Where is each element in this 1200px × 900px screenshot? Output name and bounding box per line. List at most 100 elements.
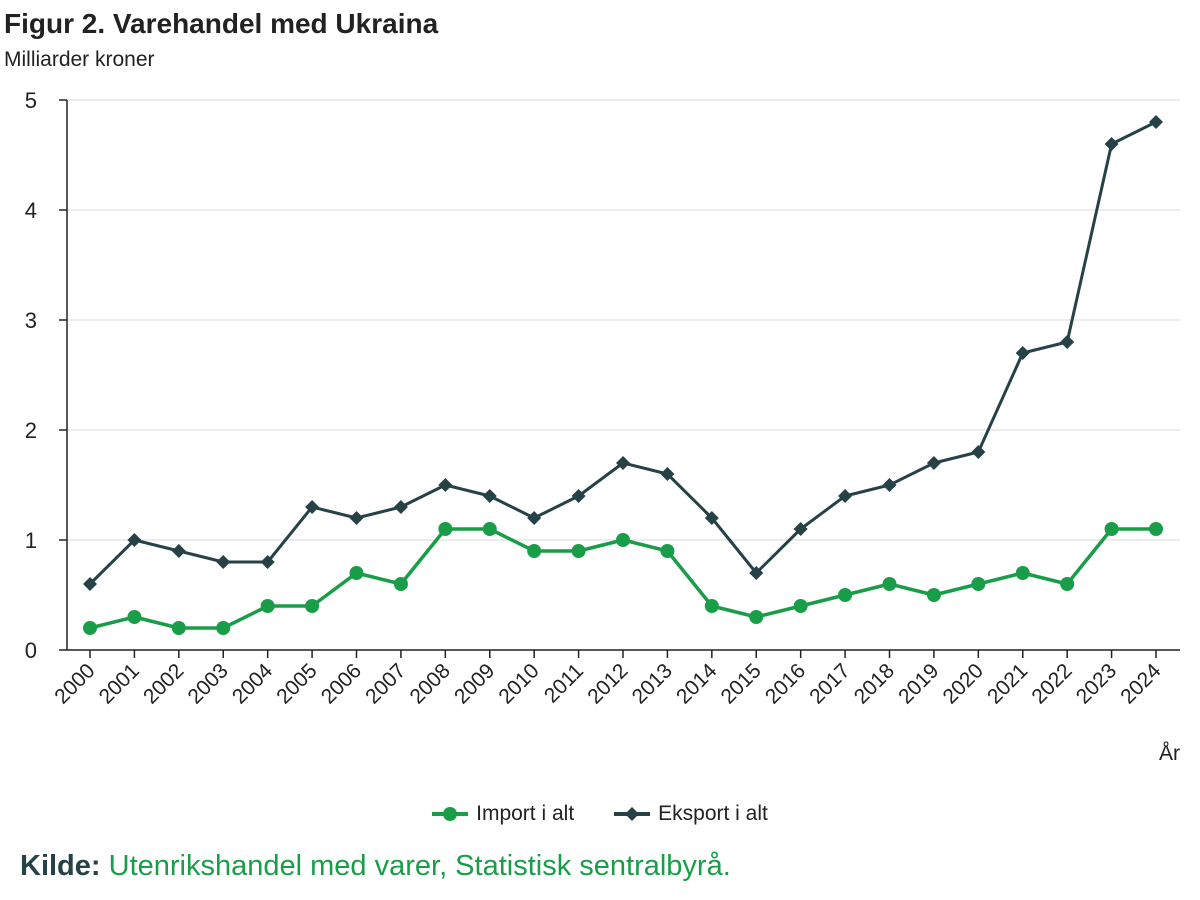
y-tick-label: 1 — [25, 528, 37, 553]
data-point — [882, 478, 897, 492]
x-tick-label: 2021 — [983, 659, 1032, 708]
x-tick-label: 2017 — [805, 659, 854, 708]
circle-marker-icon — [432, 807, 469, 821]
data-point — [216, 555, 231, 569]
x-tick-label: 2012 — [583, 659, 632, 708]
data-point — [260, 599, 275, 613]
series-import — [83, 522, 1163, 635]
data-point — [793, 522, 808, 536]
data-point — [216, 621, 231, 635]
data-point — [482, 489, 497, 503]
data-point — [838, 588, 853, 602]
x-tick-label: 2006 — [317, 659, 366, 708]
data-point — [926, 588, 941, 602]
data-point — [1060, 335, 1075, 349]
data-point — [616, 533, 630, 547]
data-point — [660, 544, 675, 558]
data-point — [749, 610, 764, 624]
data-point — [571, 489, 586, 503]
legend-label-eksport: Eksport i alt — [658, 802, 768, 825]
x-tick-label: 2000 — [50, 659, 99, 708]
gridlines — [67, 99, 1180, 541]
data-point — [305, 599, 320, 613]
data-point — [305, 500, 320, 514]
data-point — [1149, 115, 1163, 129]
data-point — [882, 577, 897, 591]
x-tick-label: 2022 — [1027, 659, 1076, 708]
line-chart: 0123452000200120022003200420052006200720… — [25, 88, 1180, 765]
y-tick-label: 0 — [25, 638, 37, 663]
data-point — [1104, 137, 1119, 151]
x-tick-label: 2002 — [139, 659, 188, 708]
data-point — [260, 555, 275, 569]
x-tick-label: 2003 — [183, 659, 232, 708]
x-tick-label: 2009 — [450, 659, 499, 708]
x-tick-label: 2005 — [272, 659, 321, 708]
data-point — [83, 577, 97, 591]
data-point — [83, 621, 97, 635]
x-tick-label: 2004 — [228, 659, 278, 709]
data-point — [971, 445, 986, 459]
data-point — [1104, 522, 1119, 536]
y-tick-label: 2 — [25, 418, 37, 443]
data-point — [171, 544, 186, 558]
data-point — [704, 511, 719, 525]
data-point — [1015, 346, 1030, 360]
data-point — [438, 522, 453, 536]
x-tick-label: 2024 — [1116, 659, 1166, 709]
x-tick-label: 2011 — [540, 659, 588, 707]
data-point — [971, 577, 986, 591]
x-tick-label: 2019 — [894, 659, 943, 708]
x-tick-label: 2023 — [1072, 659, 1121, 708]
data-point — [393, 500, 408, 514]
data-point — [1015, 566, 1030, 580]
data-point — [438, 478, 453, 492]
x-tick-label: 2010 — [494, 659, 543, 708]
source-link[interactable]: Utenrikshandel med varer, Statistisk sen… — [108, 850, 731, 882]
series-line — [88, 120, 1157, 586]
source-note: Kilde: Utenrikshandel med varer, Statist… — [20, 850, 731, 883]
data-point — [926, 456, 941, 470]
y-tick-label: 5 — [25, 88, 37, 113]
data-point — [127, 610, 142, 624]
series-layer — [83, 115, 1163, 635]
data-point — [127, 533, 142, 547]
x-tick-label: 2013 — [628, 659, 677, 708]
legend: Import i alt Eksport i alt — [0, 802, 1200, 826]
y-tick-label: 3 — [25, 308, 37, 333]
legend-item-eksport[interactable]: Eksport i alt — [614, 802, 768, 826]
x-tick-label: 2020 — [939, 659, 988, 708]
data-point — [349, 566, 364, 580]
data-point — [527, 511, 542, 525]
data-point — [660, 467, 675, 481]
legend-item-import[interactable]: Import i alt — [432, 802, 574, 826]
source-label: Kilde: — [20, 850, 101, 882]
data-point — [1060, 577, 1075, 591]
data-point — [527, 544, 542, 558]
data-point — [749, 566, 764, 580]
data-point — [616, 456, 630, 470]
data-point — [482, 522, 497, 536]
series-eksport — [83, 115, 1163, 591]
x-tick-label: 2015 — [716, 659, 765, 708]
data-point — [704, 599, 719, 613]
data-point — [1149, 522, 1163, 536]
x-tick-label: 2018 — [850, 659, 899, 708]
diamond-marker-icon — [614, 807, 651, 821]
data-point — [571, 544, 586, 558]
x-tick-label: 2014 — [672, 659, 722, 709]
data-point — [171, 621, 186, 635]
y-axis-unit-label: Milliarder kroner — [4, 48, 155, 71]
data-point — [838, 489, 853, 503]
data-point — [793, 599, 808, 613]
x-tick-label: 2007 — [361, 659, 410, 708]
data-point — [349, 511, 364, 525]
chart-title: Figur 2. Varehandel med Ukraina — [4, 8, 439, 39]
x-tick-label: 2008 — [406, 659, 455, 708]
legend-label-import: Import i alt — [476, 802, 575, 825]
y-tick-label: 4 — [25, 198, 37, 223]
x-tick-label: 2016 — [761, 659, 810, 708]
data-point — [393, 577, 408, 591]
x-tick-label: 2001 — [95, 659, 144, 708]
x-axis-label: År — [1159, 742, 1180, 765]
